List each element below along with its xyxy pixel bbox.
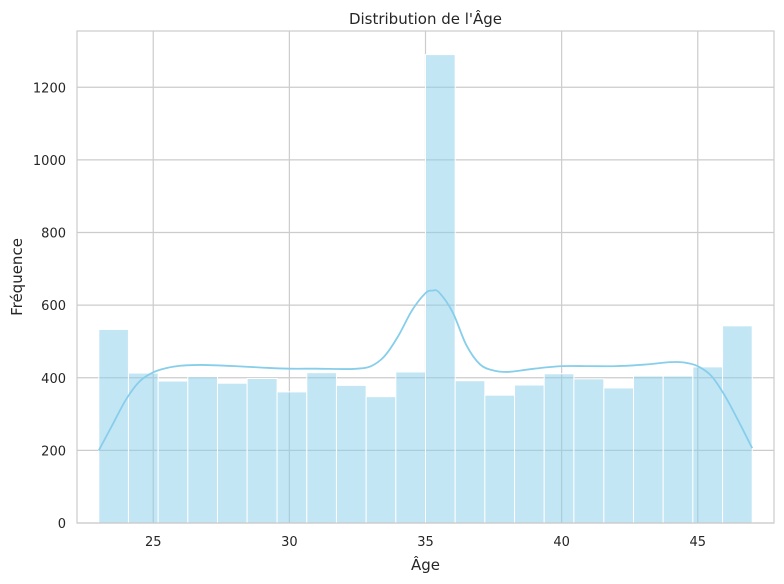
- x-tick-label: 25: [145, 535, 162, 550]
- histogram-bar: [603, 387, 635, 524]
- histogram-bar: [543, 373, 575, 524]
- y-tick-label: 600: [41, 299, 66, 314]
- histogram-bar: [127, 372, 159, 524]
- histogram-bar: [395, 371, 427, 524]
- bars: [98, 54, 753, 524]
- histogram-bar: [216, 382, 248, 524]
- x-tick-label: 35: [417, 535, 434, 550]
- histogram-bar: [662, 375, 694, 524]
- histogram-bar: [633, 375, 664, 524]
- histogram-bar: [692, 366, 724, 524]
- histogram-bar: [276, 391, 308, 524]
- y-tick-label: 0: [58, 517, 66, 532]
- histogram-bar: [306, 372, 337, 524]
- kde-line: [97, 289, 754, 451]
- histogram-bar: [454, 380, 486, 524]
- histogram-bar: [722, 325, 753, 524]
- y-tick-label: 1200: [33, 81, 66, 96]
- histogram-bar: [157, 380, 189, 524]
- histogram-bar: [484, 394, 516, 524]
- histogram-bar: [365, 396, 397, 524]
- chart-title: Distribution de l'Âge: [349, 9, 502, 28]
- histogram-bar: [187, 376, 218, 524]
- histogram-bar: [514, 384, 545, 524]
- y-tick-label: 800: [41, 227, 66, 242]
- kde-curve: [97, 289, 754, 451]
- histogram-bar: [573, 378, 605, 524]
- y-tick-label: 400: [41, 372, 66, 387]
- plot-frame: [76, 30, 775, 524]
- y-tick-labels: 0 200 400 600 800 1000 1200: [33, 81, 66, 532]
- x-tick-label: 45: [689, 535, 706, 550]
- y-axis-label: Fréquence: [8, 238, 26, 316]
- x-axis-label: Âge: [411, 555, 440, 574]
- x-tick-label: 40: [553, 535, 570, 550]
- x-tick-label: 30: [281, 535, 298, 550]
- histogram-bar: [335, 384, 367, 524]
- histogram-bar: [98, 328, 129, 524]
- histogram-bar: [246, 377, 278, 524]
- y-tick-label: 200: [41, 444, 66, 459]
- y-tick-label: 1000: [33, 154, 66, 169]
- histogram-bar: [425, 54, 456, 524]
- x-tick-labels: 25 30 35 40 45: [145, 535, 706, 550]
